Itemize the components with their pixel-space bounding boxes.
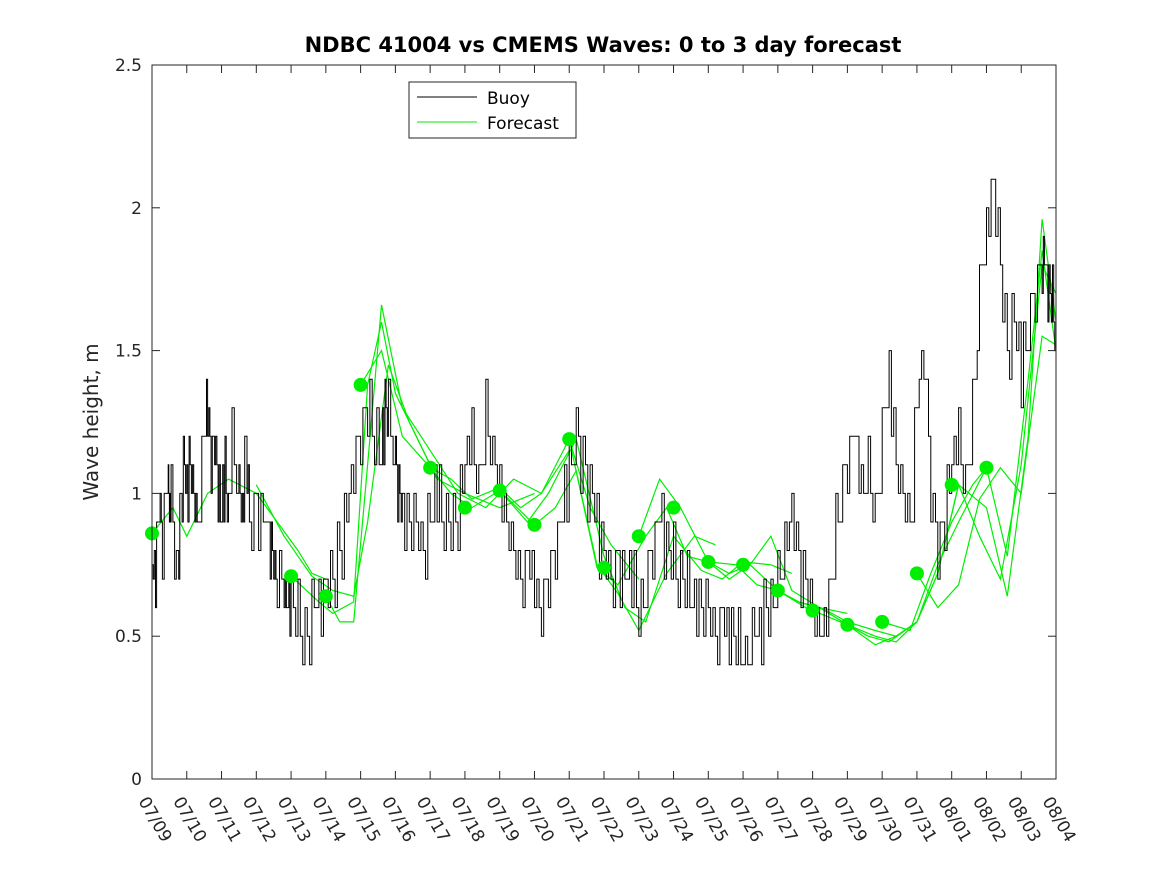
analysis-point	[770, 583, 785, 598]
x-tick-label: 08/03	[1003, 794, 1045, 846]
x-tick-label: 07/15	[342, 794, 384, 846]
analysis-point	[423, 460, 438, 475]
x-tick-label: 07/20	[516, 794, 558, 846]
analysis-point	[840, 617, 855, 632]
analysis-point	[909, 566, 924, 581]
legend-label-buoy: Buoy	[487, 89, 530, 109]
x-tick-label: 07/13	[273, 794, 315, 846]
x-tick-label: 07/27	[760, 794, 802, 846]
y-axis-label: Wave height, m	[79, 343, 103, 500]
x-tick-label: 07/28	[794, 794, 836, 846]
x-tick-label: 07/23	[620, 794, 662, 846]
x-tick-label: 07/11	[203, 794, 245, 846]
analysis-point	[562, 432, 577, 447]
plot-background	[152, 65, 1056, 779]
x-tick-label: 07/10	[168, 794, 210, 846]
analysis-point	[736, 557, 751, 572]
x-tick-label: 07/12	[238, 794, 280, 846]
x-tick-label: 07/30	[864, 794, 906, 846]
x-tick-label: 07/21	[551, 794, 593, 846]
y-tick-label: 2.5	[115, 56, 142, 76]
x-tick-label: 08/02	[968, 794, 1010, 846]
analysis-point	[492, 483, 507, 498]
x-tick-label: 07/31	[899, 794, 941, 846]
x-tick-label: 08/01	[933, 794, 975, 846]
x-tick-label: 07/14	[308, 794, 350, 846]
analysis-point	[353, 377, 368, 392]
analysis-point	[979, 460, 994, 475]
y-tick-label: 1	[131, 484, 142, 504]
x-tick-label: 07/22	[586, 794, 628, 846]
x-tick-label: 07/18	[447, 794, 489, 846]
forecast-line	[325, 304, 570, 623]
y-axis: 0 0.5 1 1.5 2 2.5	[115, 56, 1056, 790]
analysis-point	[527, 517, 542, 532]
legend-label-forecast: Forecast	[487, 114, 559, 134]
legend-box	[408, 81, 577, 139]
y-tick-label: 0	[131, 770, 142, 790]
x-tick-label: 07/25	[690, 794, 732, 846]
x-tick-label: 08/04	[1038, 794, 1080, 846]
y-tick-label: 2	[131, 199, 142, 219]
chart-title: NDBC 41004 vs CMEMS Waves: 0 to 3 day fo…	[305, 33, 902, 57]
legend: Buoy Forecast	[408, 81, 577, 139]
analysis-point	[666, 500, 681, 515]
x-tick-label: 07/19	[481, 794, 523, 846]
forecast-line	[916, 335, 1057, 609]
x-tick-label: 07/09	[134, 794, 176, 846]
analysis-point	[284, 569, 299, 584]
x-tick-label: 07/26	[725, 794, 767, 846]
analysis-point	[318, 589, 333, 604]
buoy-line	[152, 178, 1057, 666]
forecast-line	[290, 321, 535, 615]
analysis-point	[805, 603, 820, 618]
x-tick-label: 07/29	[829, 794, 871, 846]
analysis-point	[597, 560, 611, 575]
x-tick-label: 07/16	[377, 794, 419, 846]
x-tick-label: 07/17	[412, 794, 454, 846]
y-tick-label: 1.5	[115, 342, 142, 362]
y-tick-label: 0.5	[115, 627, 142, 647]
analysis-point	[875, 614, 890, 629]
analysis-point	[944, 477, 959, 492]
analysis-point	[457, 500, 472, 515]
analysis-point	[631, 529, 646, 544]
analysis-point	[701, 554, 716, 569]
plot-area	[145, 64, 1057, 780]
points-layer	[145, 377, 994, 632]
x-tick-label: 07/24	[655, 794, 697, 846]
